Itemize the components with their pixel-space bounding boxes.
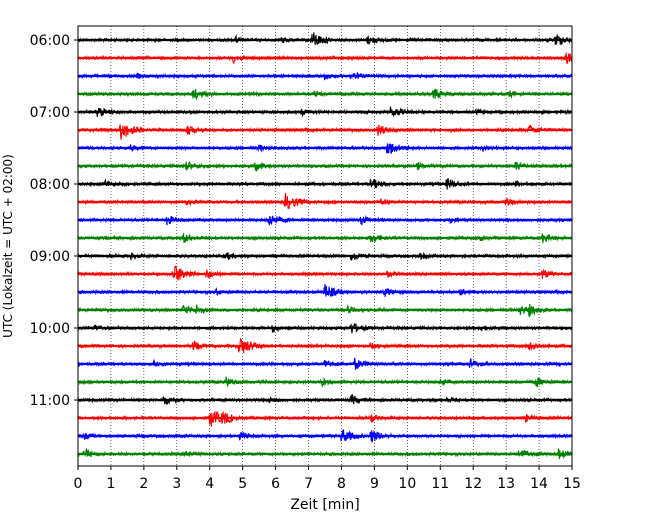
x-tick-label: 7 (304, 476, 313, 492)
x-tick-label: 9 (370, 476, 379, 492)
x-tick-label: 6 (271, 476, 280, 492)
x-tick-label: 1 (106, 476, 115, 492)
y-tick-label: 11:00 (30, 393, 70, 409)
y-tick-label: 10:00 (30, 321, 70, 337)
y-tick-label: 09:00 (30, 249, 70, 265)
x-tick-label: 0 (74, 476, 83, 492)
x-tick-label: 15 (563, 476, 581, 492)
plot-frame (77, 25, 573, 467)
x-tick-label: 11 (431, 476, 449, 492)
y-axis-label: UTC (Lokalzeit = UTC + 02:00) (1, 154, 15, 338)
x-tick-label: 5 (238, 476, 247, 492)
trace-06:00 (77, 32, 573, 46)
trace-09:30 (77, 284, 573, 298)
seismic-traces (77, 32, 573, 460)
trace-07:15 (77, 124, 573, 140)
x-tick-label: 14 (530, 476, 548, 492)
x-tick-label: 10 (398, 476, 416, 492)
y-axis-ticks: 06:00 07:00 08:00 09:00 10:00 11:00 (30, 33, 78, 409)
trace-08:15 (77, 192, 573, 209)
x-tick-label: 8 (337, 476, 346, 492)
x-tick-label: 12 (464, 476, 482, 492)
x-axis-ticks: 0 1 2 3 4 5 6 7 8 9 10 11 12 13 14 15 (74, 466, 581, 492)
x-axis-label: Zeit [min] (290, 497, 359, 513)
grid-lines (110, 26, 540, 466)
y-tick-label: 07:00 (30, 105, 70, 121)
y-tick-label: 08:00 (30, 177, 70, 193)
x-tick-label: 4 (205, 476, 214, 492)
x-tick-label: 3 (172, 476, 181, 492)
x-tick-label: 2 (139, 476, 148, 492)
x-tick-label: 13 (497, 476, 515, 492)
y-tick-label: 06:00 (30, 33, 70, 49)
